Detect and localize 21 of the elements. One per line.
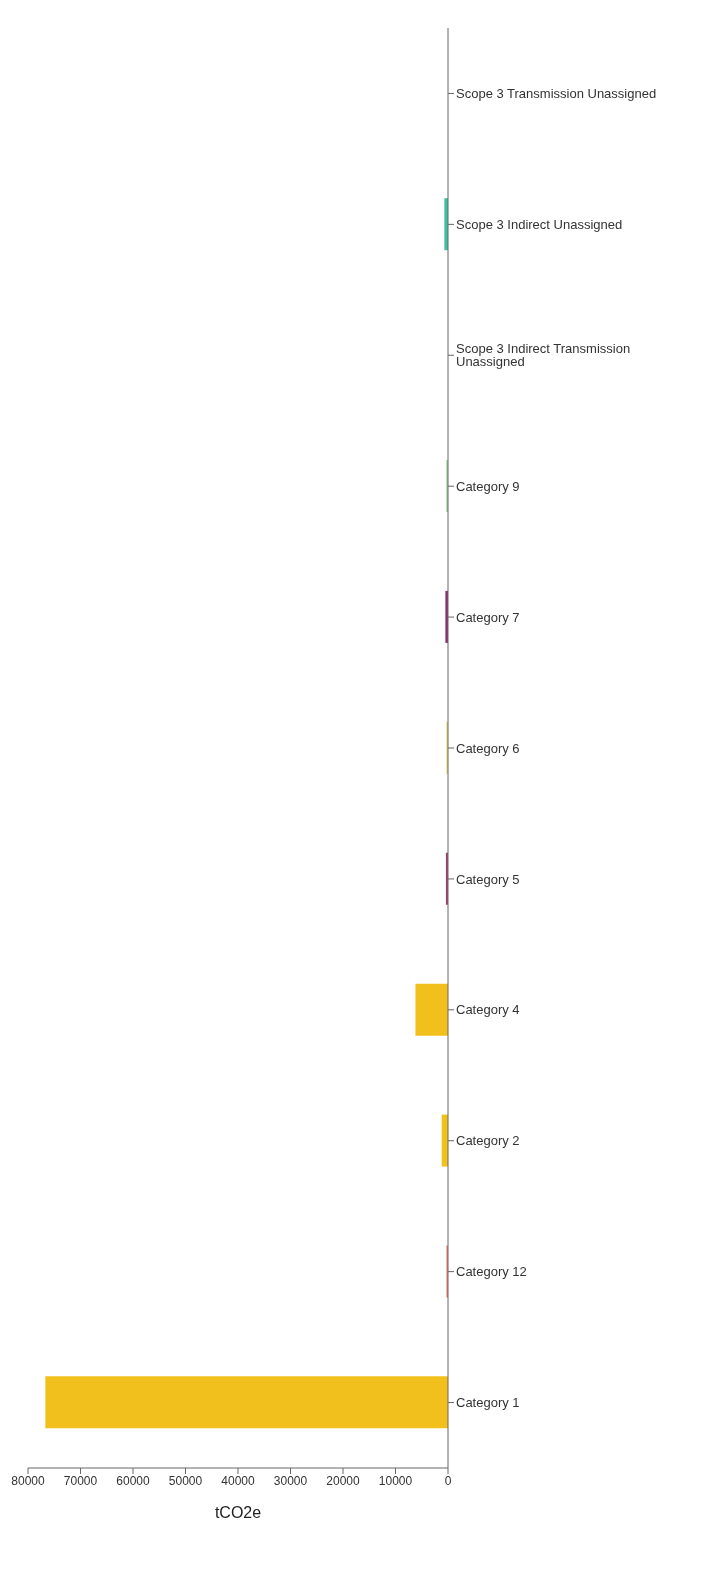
y-tick-label: Scope 3 Transmission Unassigned [456,86,657,102]
y-tick-label: Category 4 [456,1002,520,1018]
x-tick-label: 50000 [168,1473,203,1488]
x-tick-label: 80000 [11,1473,46,1488]
y-tick-label: Scope 3 Indirect Transmission Unassigned [456,341,631,370]
x-tick-label: 30000 [273,1473,308,1488]
x-tick-label: 10000 [378,1473,413,1488]
y-tick-label: Category 1 [456,1395,520,1411]
y-tick-label: Category 5 [456,871,520,887]
x-tick-label: 0 [444,1473,452,1488]
y-tick-label: Category 9 [456,478,520,494]
x-axis-title: tCO2e [214,1504,262,1521]
y-tick-label: Category 7 [456,609,520,625]
x-tick-label: 20000 [326,1473,361,1488]
y-tick-label: Scope 3 Indirect Unassigned [456,216,623,232]
y-tick-label: Category 6 [456,740,520,756]
x-tick-label: 40000 [221,1473,256,1488]
y-tick-label: Category 12 [456,1264,527,1280]
y-tick-label: Category 2 [456,1133,520,1149]
x-tick-label: 60000 [116,1473,151,1488]
x-tick-label: 70000 [63,1473,98,1488]
